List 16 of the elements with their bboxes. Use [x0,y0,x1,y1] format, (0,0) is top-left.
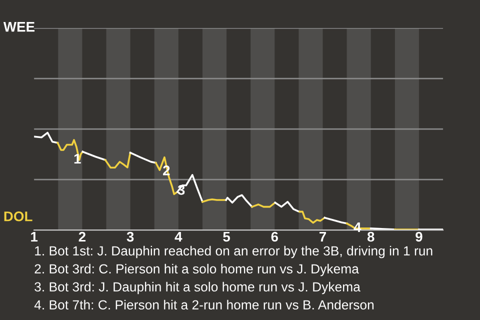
x-tick-label: 5 [223,232,230,242]
x-tick-label: 6 [271,232,278,242]
text: 2. Bot 3rd: C. Pierson hit a solo home run vs J. Dykema [34,264,359,276]
x-tick-label: 9 [416,232,422,242]
x-tick-label: 3 [126,232,134,242]
text: DOL [4,211,32,222]
x-tick-label: 8 [367,232,374,242]
x-tick-label: 4 [174,232,182,242]
x-tick-label: 1 [31,232,38,242]
text: 4. Bot 7th: C. Pierson hit a 2-run home run vs B. Anderson [34,300,374,310]
text: 3. Bot 3rd: J. Dauphin hit a solo home run vs J. Dykema [34,282,360,294]
x-tick-label: 2 [78,232,86,242]
text: 1. Bot 1st: J. Dauphin reached on an error by the 3B, driving in 1 run [35,246,432,258]
text: WEE [3,22,35,32]
annotation: 4 [354,222,362,232]
x-tick-label: 7 [319,232,326,242]
